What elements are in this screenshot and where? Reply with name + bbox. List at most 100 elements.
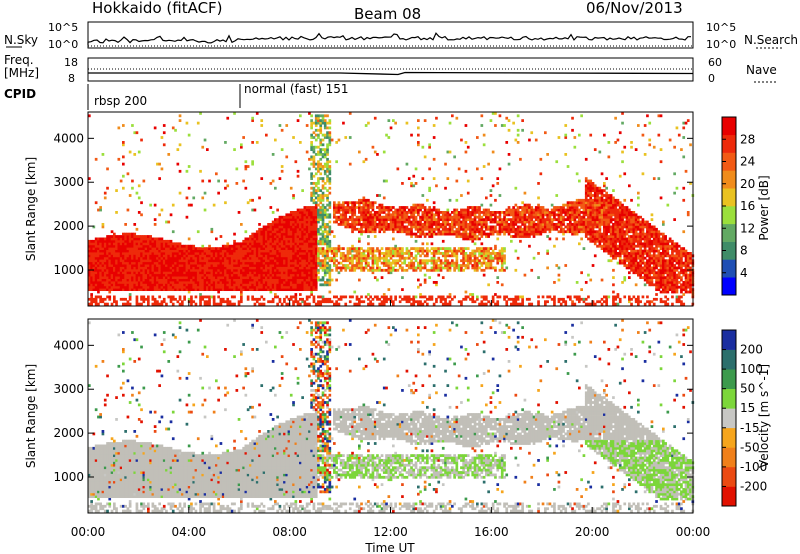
power-cell	[314, 237, 318, 241]
power-cell	[337, 218, 341, 222]
power-cell	[162, 124, 166, 127]
power-cell	[283, 264, 286, 267]
power-cell	[110, 261, 114, 265]
power-cell	[503, 297, 506, 301]
power-cell	[265, 276, 268, 280]
power-cell	[203, 268, 207, 272]
power-cell	[494, 256, 497, 260]
power-cell	[169, 300, 173, 304]
power-cell	[115, 244, 118, 248]
power-cell	[480, 177, 484, 181]
power-cell	[473, 220, 477, 224]
power-cell	[88, 114, 91, 118]
power-cell	[299, 297, 302, 301]
power-cell	[296, 208, 300, 212]
power-cell	[312, 264, 316, 267]
power-cell	[455, 218, 459, 222]
power-cell	[323, 124, 327, 127]
power-cell	[319, 300, 323, 304]
power-cell	[269, 281, 273, 284]
power-cell	[498, 232, 502, 236]
power-cell	[94, 273, 98, 277]
power-cell	[90, 247, 93, 251]
power-cell	[280, 288, 284, 292]
power-cell	[94, 268, 98, 272]
power-cell	[153, 264, 157, 267]
power-cell	[174, 249, 177, 253]
power-cell	[317, 145, 320, 149]
power-cell	[457, 247, 461, 251]
power-cell	[251, 247, 254, 251]
power-cell	[410, 220, 413, 224]
power-cell	[258, 254, 261, 258]
power-cell	[373, 223, 377, 226]
power-cell	[137, 256, 141, 260]
power-cell	[278, 278, 282, 282]
power-cell	[498, 194, 502, 197]
power-cell	[246, 297, 250, 301]
power-cell	[278, 232, 282, 236]
power-cell	[417, 230, 420, 234]
power-cell	[165, 256, 168, 260]
power-cell	[417, 225, 420, 229]
power-cell	[255, 259, 259, 263]
power-cell	[496, 276, 500, 280]
power-cell	[314, 203, 318, 207]
power-cell	[278, 271, 282, 275]
power-cell	[401, 256, 404, 260]
power-cell	[310, 237, 313, 241]
power-cell	[167, 281, 171, 284]
power-cell	[319, 126, 323, 130]
power-cell	[330, 268, 334, 272]
power-cell	[103, 252, 107, 255]
power-cell	[382, 211, 386, 214]
power-cell	[430, 208, 434, 212]
power-cell	[514, 186, 518, 190]
power-cell	[521, 295, 524, 299]
power-cell	[310, 174, 313, 178]
power-cell	[128, 302, 132, 306]
power-cell	[310, 136, 313, 139]
power-cell	[251, 285, 254, 289]
power-cell	[255, 254, 259, 258]
power-cell	[285, 281, 289, 284]
power-cell	[462, 268, 465, 272]
power-cell	[337, 206, 341, 209]
power-cell	[287, 276, 291, 280]
power-cell	[265, 264, 268, 267]
power-cell	[319, 247, 323, 251]
power-cell	[265, 227, 268, 231]
power-cell	[110, 235, 114, 238]
power-cell	[167, 252, 171, 255]
power-cell	[308, 302, 311, 306]
power-cell	[462, 223, 465, 226]
power-cell	[407, 264, 411, 267]
power-cell	[262, 247, 266, 251]
power-cell	[310, 293, 313, 296]
power-cell	[115, 252, 118, 255]
power-cell	[423, 273, 427, 277]
power-cell	[115, 259, 118, 263]
power-cell	[500, 259, 504, 263]
power-cell	[126, 232, 130, 236]
power-cell	[162, 271, 166, 275]
power-cell	[448, 254, 452, 258]
power-cell	[183, 249, 186, 253]
power-cell	[319, 225, 323, 229]
power-cell	[90, 252, 93, 255]
power-cell	[208, 264, 211, 267]
power-cell	[358, 239, 361, 243]
power-cell	[371, 261, 375, 265]
power-cell	[210, 264, 214, 267]
power-cell	[176, 288, 180, 292]
power-cell	[328, 203, 332, 207]
power-cell	[455, 252, 459, 255]
power-cell	[317, 194, 320, 197]
power-cell	[271, 273, 275, 277]
power-cell	[292, 218, 295, 222]
power-cell	[215, 273, 218, 277]
power-cell	[514, 220, 518, 224]
power-cell	[417, 252, 420, 255]
power-cell	[319, 242, 323, 246]
power-cell	[448, 266, 452, 270]
